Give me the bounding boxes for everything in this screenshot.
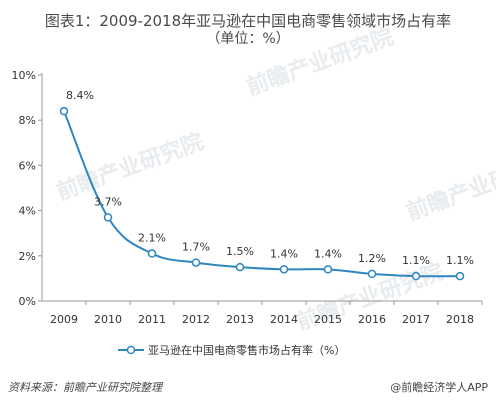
y-tick-label: 4% — [19, 205, 36, 218]
legend-swatch-marker — [126, 345, 136, 355]
legend: 亚马逊在中国电商零售市场占有率（%） — [118, 343, 345, 357]
watermark-text: 前瞻产业研究院 — [53, 129, 207, 206]
data-point — [455, 271, 465, 281]
y-tick-label: 10% — [12, 69, 36, 82]
chart-subtitle: （单位：%） — [206, 31, 290, 47]
data-label: 1.4% — [314, 247, 342, 260]
data-point — [367, 269, 377, 279]
watermark-text: 前瞻产业研究院 — [243, 24, 397, 101]
legend-label: 亚马逊在中国电商零售市场占有率（%） — [148, 343, 345, 357]
y-tick-label: 2% — [19, 250, 36, 263]
x-tick-label: 2012 — [182, 313, 210, 326]
data-label: 2.1% — [138, 232, 166, 245]
data-label: 1.7% — [182, 241, 210, 254]
source-note: 资料来源：前瞻产业研究院整理 — [8, 381, 162, 394]
x-tick-label: 2015 — [314, 313, 342, 326]
x-tick-label: 2011 — [138, 313, 166, 326]
data-point — [147, 249, 157, 258]
brand-label: @前瞻经济学人APP — [390, 381, 488, 394]
data-label: 8.4% — [66, 89, 94, 102]
data-label: 1.2% — [358, 252, 386, 265]
x-tick-label: 2017 — [402, 313, 430, 326]
x-tick-label: 2013 — [226, 313, 254, 326]
watermark-text: 前瞻产业研究院 — [403, 149, 496, 226]
data-point — [191, 258, 201, 267]
x-tick-label: 2010 — [94, 313, 122, 326]
axes: 0% 2% 4% 6% 8% 10% 2009 2010 2011 2012 2013 2014 201… — [12, 69, 483, 326]
x-tick-label: 2014 — [270, 313, 298, 326]
chart-title: 图表1：2009-2018年亚马逊在中国电商零售领域市场占有率 — [44, 12, 452, 30]
data-label: 1.4% — [270, 247, 298, 260]
data-point — [235, 262, 245, 272]
data-label: 3.7% — [94, 195, 122, 208]
data-label: 1.1% — [446, 254, 474, 267]
data-point — [59, 106, 69, 116]
data-point — [323, 265, 333, 274]
x-tick-label: 2016 — [358, 313, 386, 326]
x-tick-label: 2009 — [50, 313, 78, 326]
data-label: 1.5% — [226, 245, 254, 258]
series-group: 8.4% 3.7% 2.1% 1.7% 1.5% 1.4% 1.4% 1.2% 1.1% 1.1% — [59, 89, 474, 281]
series-line — [63, 110, 461, 278]
x-tick-label: 2018 — [446, 313, 474, 326]
data-point — [411, 271, 421, 281]
y-tick-label: 8% — [19, 114, 36, 127]
data-label: 1.1% — [402, 254, 430, 267]
data-point — [279, 265, 289, 274]
y-tick-label: 6% — [19, 159, 36, 172]
data-point — [103, 213, 113, 222]
y-tick-label: 0% — [19, 295, 36, 308]
